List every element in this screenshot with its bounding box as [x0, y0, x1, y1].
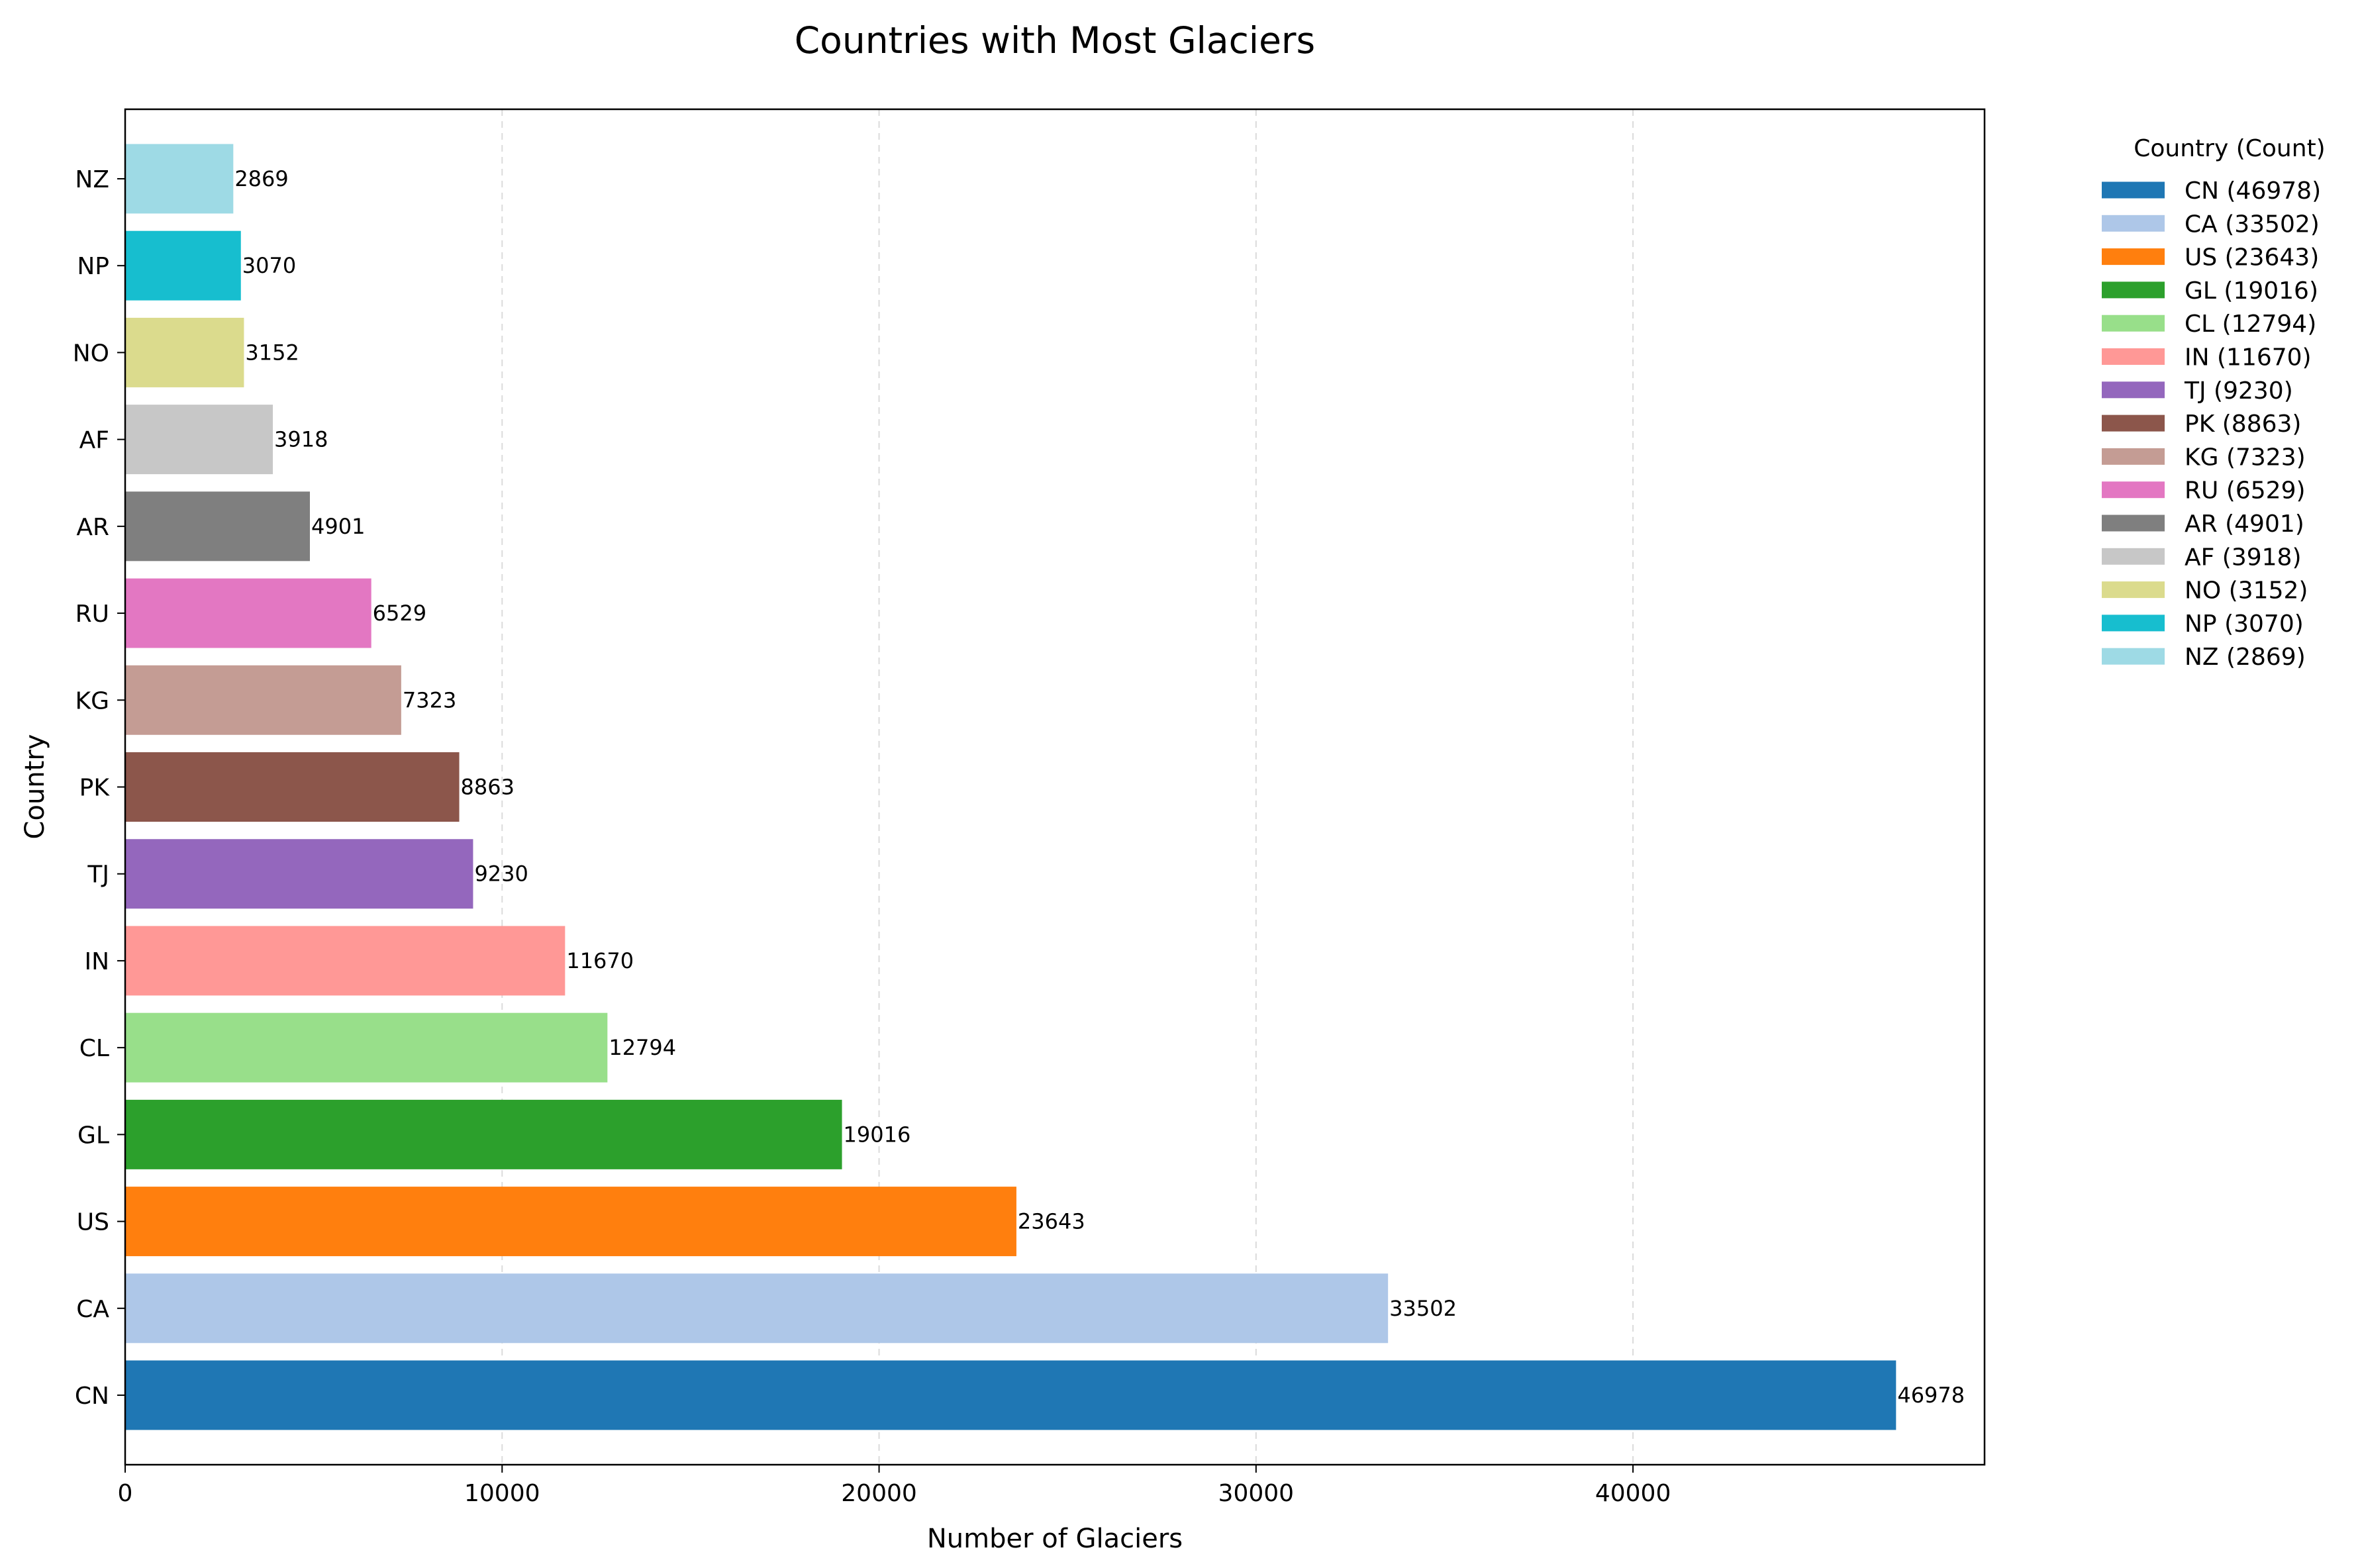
- data-label-cl: 12794: [609, 1035, 676, 1060]
- data-label-tj: 9230: [474, 861, 528, 887]
- data-label-ca: 33502: [1389, 1296, 1457, 1321]
- bar-pk: [125, 752, 460, 822]
- y-tick-label-kg: KG: [75, 687, 109, 714]
- legend-title: Country (Count): [2134, 135, 2325, 162]
- x-axis-title: Number of Glaciers: [927, 1524, 1183, 1554]
- data-label-af: 3918: [274, 427, 328, 452]
- y-tick-label-pk: PK: [79, 775, 111, 802]
- data-label-np: 3070: [242, 253, 296, 278]
- legend-label-cn: CN (46978): [2185, 177, 2321, 205]
- y-axis-title: Country: [20, 734, 50, 840]
- x-tick-label: 20000: [841, 1480, 917, 1507]
- chart-title: Countries with Most Glaciers: [795, 19, 1315, 62]
- data-label-gl: 19016: [844, 1122, 911, 1147]
- data-labels: 46978 33502 23643 19016 12794 11670 9230 8863 73…: [234, 166, 1965, 1408]
- legend-label-in: IN (11670): [2185, 344, 2312, 371]
- legend-label-tj: TJ (9230): [2184, 377, 2293, 405]
- legend-swatch-ar: [2102, 514, 2165, 532]
- data-label-kg: 7323: [403, 687, 456, 712]
- y-tick-label-no: NO: [73, 340, 109, 367]
- data-label-no: 3152: [245, 340, 299, 365]
- legend-swatch-gl: [2102, 281, 2165, 299]
- legend-swatch-ca: [2102, 215, 2165, 232]
- legend-label-np: NP (3070): [2185, 611, 2304, 638]
- bar-no: [125, 317, 244, 387]
- legend-swatch-us: [2102, 248, 2165, 266]
- legend-label-ru: RU (6529): [2185, 477, 2306, 505]
- y-tick-label-in: IN: [84, 948, 109, 975]
- legend-swatch-af: [2102, 548, 2165, 565]
- bar-ar: [125, 491, 311, 562]
- x-tick-label: 0: [118, 1480, 133, 1507]
- y-axis-ticks: CN CA US GL CL IN TJ PK KG RU AR AF NO NP NZ: [73, 166, 125, 1410]
- x-tick-label: 30000: [1218, 1480, 1295, 1507]
- legend-swatch-np: [2102, 614, 2165, 632]
- bar-np: [125, 230, 241, 301]
- legend-label-kg: KG (7323): [2185, 444, 2306, 471]
- legend-label-ar: AR (4901): [2185, 511, 2304, 538]
- bar-af: [125, 405, 273, 475]
- y-tick-label-us: US: [77, 1209, 109, 1236]
- legend-swatch-tj: [2102, 381, 2165, 399]
- y-tick-label-ru: RU: [75, 601, 109, 628]
- bar-gl: [125, 1099, 842, 1169]
- data-label-pk: 8863: [461, 775, 515, 800]
- legend-label-ca: CA (33502): [2185, 211, 2320, 238]
- y-tick-label-ar: AR: [76, 514, 109, 541]
- y-tick-label-cn: CN: [75, 1383, 109, 1410]
- legend-swatch-no: [2102, 581, 2165, 599]
- x-tick-label: 40000: [1595, 1480, 1671, 1507]
- y-tick-label-cl: CL: [79, 1035, 109, 1062]
- x-axis-ticks: 0 10000 20000 30000 40000: [118, 1465, 1671, 1507]
- y-tick-label-nz: NZ: [75, 166, 109, 193]
- data-label-ru: 6529: [373, 601, 426, 626]
- legend-swatch-nz: [2102, 648, 2165, 665]
- bar-in: [125, 926, 565, 996]
- bars: [125, 144, 1896, 1430]
- bar-nz: [125, 144, 234, 214]
- y-tick-label-np: NP: [77, 253, 109, 280]
- bar-cl: [125, 1012, 608, 1083]
- y-tick-label-ca: CA: [76, 1296, 109, 1323]
- y-tick-label-tj: TJ: [87, 861, 109, 889]
- legend-label-no: NO (3152): [2185, 577, 2308, 605]
- bar-tj: [125, 839, 473, 909]
- legend-swatch-cn: [2102, 181, 2165, 199]
- data-label-cn: 46978: [1897, 1383, 1965, 1408]
- x-tick-label: 10000: [464, 1480, 540, 1507]
- legend-swatch-pk: [2102, 415, 2165, 432]
- bar-kg: [125, 665, 401, 735]
- legend-swatch-ru: [2102, 481, 2165, 499]
- legend-swatch-in: [2102, 348, 2165, 365]
- legend: Country (Count) CN (46978) CA (33502) US (…: [2102, 135, 2326, 671]
- legend-swatch-kg: [2102, 448, 2165, 465]
- legend-label-af: AF (3918): [2185, 544, 2301, 571]
- legend-label-nz: NZ (2869): [2185, 644, 2306, 671]
- legend-label-us: US (23643): [2185, 244, 2319, 271]
- data-label-in: 11670: [566, 948, 634, 973]
- bar-cn: [125, 1360, 1896, 1430]
- data-label-ar: 4901: [311, 514, 365, 539]
- y-tick-label-af: AF: [79, 427, 109, 454]
- legend-label-cl: CL (12794): [2185, 311, 2316, 338]
- bar-us: [125, 1187, 1016, 1257]
- data-label-nz: 2869: [234, 166, 288, 191]
- data-label-us: 23643: [1018, 1209, 1085, 1234]
- bar-ru: [125, 578, 371, 648]
- legend-swatch-cl: [2102, 315, 2165, 332]
- legend-label-pk: PK (8863): [2185, 411, 2301, 438]
- legend-label-gl: GL (19016): [2185, 277, 2318, 305]
- y-tick-label-gl: GL: [77, 1122, 109, 1149]
- bar-ca: [125, 1273, 1389, 1344]
